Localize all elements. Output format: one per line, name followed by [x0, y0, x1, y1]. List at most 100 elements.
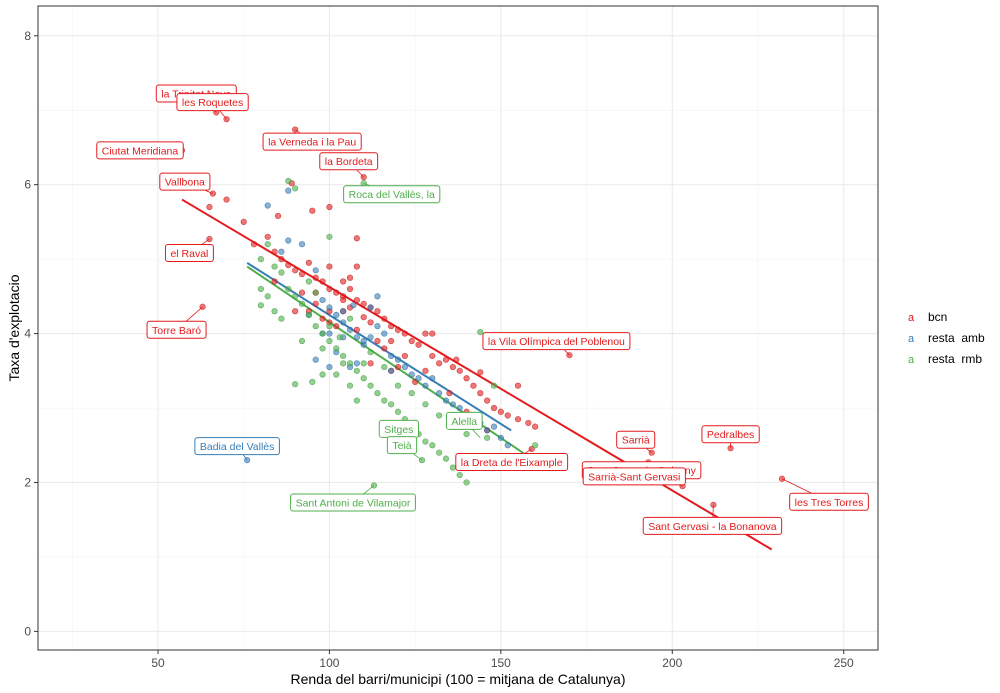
label-box — [343, 185, 441, 204]
x-tick-label: 200 — [662, 656, 682, 670]
data-point — [360, 180, 367, 187]
data-point — [353, 334, 360, 341]
data-point — [326, 285, 333, 293]
label-box — [482, 332, 631, 351]
data-point — [394, 356, 402, 363]
data-point — [271, 308, 278, 315]
data-point — [319, 296, 326, 304]
data-point — [727, 445, 734, 452]
data-point — [532, 423, 539, 430]
data-point — [446, 390, 453, 397]
trend-line — [246, 262, 512, 432]
label-text: Roca del Vallès, la — [349, 189, 435, 201]
y-tick-label: 4 — [24, 327, 31, 341]
data-point — [264, 241, 271, 248]
data-point — [374, 308, 381, 315]
data-point — [370, 482, 378, 489]
point-label: Ciutat Meridiana — [96, 141, 184, 160]
data-point — [394, 326, 402, 333]
data-point — [490, 404, 498, 412]
label-text: Vallbona — [165, 177, 205, 189]
data-point — [346, 360, 354, 367]
data-point — [223, 116, 230, 123]
data-point — [312, 289, 319, 296]
data-point — [264, 293, 271, 300]
data-point — [401, 363, 408, 371]
label-box — [194, 437, 280, 456]
label-box — [789, 492, 869, 511]
point-label: Alella — [445, 411, 483, 430]
point-label: el Raval — [164, 244, 214, 263]
x-tick-label: 150 — [491, 656, 511, 670]
data-point — [470, 382, 477, 389]
data-point — [305, 311, 312, 319]
data-point — [206, 235, 213, 243]
data-point — [367, 334, 374, 341]
data-point — [367, 304, 374, 311]
data-point — [333, 311, 340, 319]
label-text: la Verneda i la Pau — [268, 137, 356, 149]
data-point — [278, 269, 285, 276]
data-point — [264, 233, 271, 240]
data-point — [312, 300, 319, 307]
data-point — [463, 430, 470, 438]
data-point — [305, 259, 312, 266]
x-tick-label: 250 — [834, 656, 854, 670]
label-text: Sant Gervasi - la Bonanova — [648, 521, 777, 533]
data-point — [360, 300, 367, 307]
data-point — [346, 326, 354, 333]
label-box — [582, 467, 686, 486]
label-box — [701, 425, 760, 444]
data-point — [326, 363, 333, 371]
label-box — [386, 436, 418, 455]
point-label: Sarrià — [616, 430, 656, 449]
point-label: la Vila Olímpica del Poblenou — [482, 332, 631, 351]
label-text: la Vila Olímpica del Poblenou — [488, 336, 625, 348]
data-point — [292, 185, 299, 192]
legend-label: resta amb — [928, 331, 985, 345]
data-point — [340, 319, 347, 326]
data-point — [408, 337, 415, 345]
data-point — [477, 390, 484, 397]
data-point — [418, 457, 426, 464]
data-point — [326, 337, 333, 345]
label-box — [146, 320, 207, 339]
legend-key: a — [908, 354, 915, 366]
data-point — [484, 434, 491, 441]
data-point — [401, 330, 408, 337]
data-point — [381, 330, 388, 337]
data-point — [336, 334, 343, 341]
data-point — [394, 408, 402, 415]
label-leader — [471, 429, 481, 439]
data-point — [504, 412, 511, 419]
data-point — [340, 296, 347, 304]
data-point — [360, 174, 367, 181]
data-point — [326, 330, 333, 337]
data-point — [223, 196, 230, 203]
data-point — [353, 296, 360, 304]
data-point — [449, 401, 456, 408]
data-point — [422, 401, 429, 408]
data-point — [360, 314, 367, 321]
point-label: Sant Gervasi - la Bonanova — [642, 516, 783, 535]
data-point — [285, 237, 292, 244]
legend-key: a — [908, 333, 915, 345]
data-point — [436, 360, 443, 367]
data-point — [381, 315, 388, 322]
data-points — [178, 109, 786, 508]
data-point — [292, 126, 299, 133]
data-point — [490, 382, 498, 389]
data-point — [298, 270, 306, 278]
data-point — [326, 233, 333, 240]
data-point — [367, 360, 374, 367]
data-point — [381, 397, 388, 404]
data-point — [353, 326, 360, 333]
data-point — [429, 375, 436, 382]
point-label: Pedralbes — [701, 425, 760, 444]
data-point — [525, 419, 532, 427]
data-point — [394, 363, 402, 371]
label-text: les Tres Torres — [795, 497, 864, 509]
label-box — [616, 430, 656, 449]
data-point — [240, 218, 247, 226]
y-axis-title: Taxa d'explotacio — [6, 274, 22, 381]
